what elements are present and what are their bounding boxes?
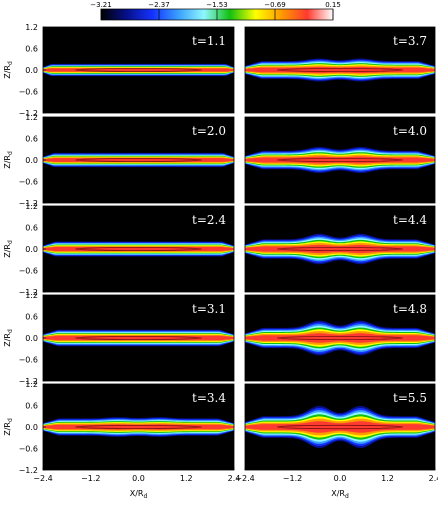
y-tick-label: 0.6 xyxy=(25,313,38,322)
inner-contour xyxy=(75,425,202,429)
x-tick-label: 1.2 xyxy=(180,474,193,483)
inner-contour xyxy=(276,68,404,72)
panel-t-4-0: t=4.0 xyxy=(244,116,436,204)
svg-text:Z/Rd: Z/Rd xyxy=(3,151,14,169)
y-axis-label: Z/Rd xyxy=(3,329,14,347)
y-axis-label: Z/Rd xyxy=(3,61,14,79)
y-tick-label: 0.0 xyxy=(25,156,38,165)
panel-t-5-5: t=5.5 xyxy=(244,383,436,471)
x-tick-label: 2.4 xyxy=(228,474,241,483)
density-band xyxy=(245,66,435,74)
x-tick-label: −1.2 xyxy=(81,474,100,483)
panel-t-2-4: t=2.4 xyxy=(42,205,235,293)
y-tick-label: 1.2 xyxy=(25,380,38,389)
x-tick-label: −2.4 xyxy=(235,474,254,483)
y-axis-label: Z/Rd xyxy=(3,418,14,436)
panel-t-3-7: t=3.7 xyxy=(244,26,436,114)
x-axis-label: X/Rd xyxy=(331,489,349,500)
panel-t-3-1: t=3.1 xyxy=(42,294,235,382)
panel-t-4-8: t=4.8 xyxy=(244,294,436,382)
y-axis-label: Z/Rd xyxy=(3,240,14,258)
y-tick-label: 1.2 xyxy=(25,113,38,122)
colorbar: −3.21 −2.37 −1.53 −0.69 0.15 xyxy=(90,1,341,21)
y-tick-label: −0.6 xyxy=(19,267,38,276)
y-tick-label: 0.0 xyxy=(25,245,38,254)
y-tick-label: −0.6 xyxy=(19,356,38,365)
y-tick-label: 1.2 xyxy=(25,291,38,300)
time-label: t=2.0 xyxy=(192,124,226,138)
y-tick-label: −1.2 xyxy=(19,377,38,386)
density-band xyxy=(245,421,435,433)
inner-contour xyxy=(276,424,404,430)
y-tick-label: −1.2 xyxy=(19,288,38,297)
y-tick-label: −0.6 xyxy=(19,88,38,97)
x-tick-label: −2.4 xyxy=(33,474,52,483)
panel-t-2-0: t=2.0 xyxy=(42,116,235,204)
colorbar-tick-label: −2.37 xyxy=(148,1,169,9)
time-label: t=4.4 xyxy=(393,213,427,227)
density-band xyxy=(245,333,435,343)
y-tick-label: 0.6 xyxy=(25,224,38,233)
panel-frame xyxy=(244,205,436,293)
density-band xyxy=(43,68,234,72)
x-tick-label: 2.4 xyxy=(429,474,438,483)
svg-text:Z/Rd: Z/Rd xyxy=(3,240,14,258)
y-axis-label: Z/Rd xyxy=(3,151,14,169)
colorbar-tick-label: −3.21 xyxy=(90,1,111,9)
y-tick-label: 0.0 xyxy=(25,66,38,75)
y-tick-label: −1.2 xyxy=(19,199,38,208)
time-label: t=3.1 xyxy=(192,302,226,316)
panel-t-3-4: t=3.4 xyxy=(42,383,235,471)
panel-frame xyxy=(244,26,436,114)
panel-frame xyxy=(244,294,436,382)
colorbar-tick-label: 0.15 xyxy=(325,1,341,9)
svg-text:Z/Rd: Z/Rd xyxy=(3,418,14,436)
panel-frame xyxy=(244,116,436,204)
colorbar-tick-label: −0.69 xyxy=(264,1,285,9)
time-label: t=4.8 xyxy=(393,302,427,316)
y-tick-label: 1.2 xyxy=(25,23,38,32)
x-tick-label: 1.2 xyxy=(381,474,394,483)
inner-contour xyxy=(75,158,202,162)
panel-t-1-1: t=1.1 xyxy=(42,26,235,114)
x-tick-label: 0.0 xyxy=(132,474,145,483)
time-label: t=3.7 xyxy=(393,34,427,48)
inner-contour xyxy=(75,336,202,340)
y-tick-label: 0.6 xyxy=(25,45,38,54)
inner-contour xyxy=(276,247,404,251)
density-band xyxy=(245,244,435,254)
x-tick-label: 0.0 xyxy=(334,474,347,483)
y-tick-label: −1.2 xyxy=(19,466,38,475)
x-tick-label: −1.2 xyxy=(283,474,302,483)
x-axis-label: X/Rd xyxy=(130,489,148,500)
time-label: t=4.0 xyxy=(393,124,427,138)
inner-contour xyxy=(75,247,202,251)
svg-text:Z/Rd: Z/Rd xyxy=(3,329,14,347)
y-tick-label: 0.6 xyxy=(25,402,38,411)
y-tick-label: −0.6 xyxy=(19,178,38,187)
svg-text:Z/Rd: Z/Rd xyxy=(3,61,14,79)
y-tick-label: −0.6 xyxy=(19,445,38,454)
time-label: t=5.5 xyxy=(393,391,427,405)
colorbar-tick-label: −1.53 xyxy=(206,1,227,9)
inner-contour xyxy=(75,68,202,72)
inner-contour xyxy=(276,336,404,340)
y-tick-label: 1.2 xyxy=(25,202,38,211)
density-band xyxy=(245,156,435,164)
y-tick-label: 0.6 xyxy=(25,135,38,144)
y-tick-label: 0.0 xyxy=(25,423,38,432)
time-label: t=3.4 xyxy=(192,391,226,405)
y-tick-label: 0.0 xyxy=(25,334,38,343)
time-label: t=1.1 xyxy=(192,34,226,48)
inner-contour xyxy=(276,158,404,162)
time-label: t=2.4 xyxy=(192,213,226,227)
panel-t-4-4: t=4.4 xyxy=(244,205,436,293)
y-tick-label: −1.2 xyxy=(19,109,38,118)
